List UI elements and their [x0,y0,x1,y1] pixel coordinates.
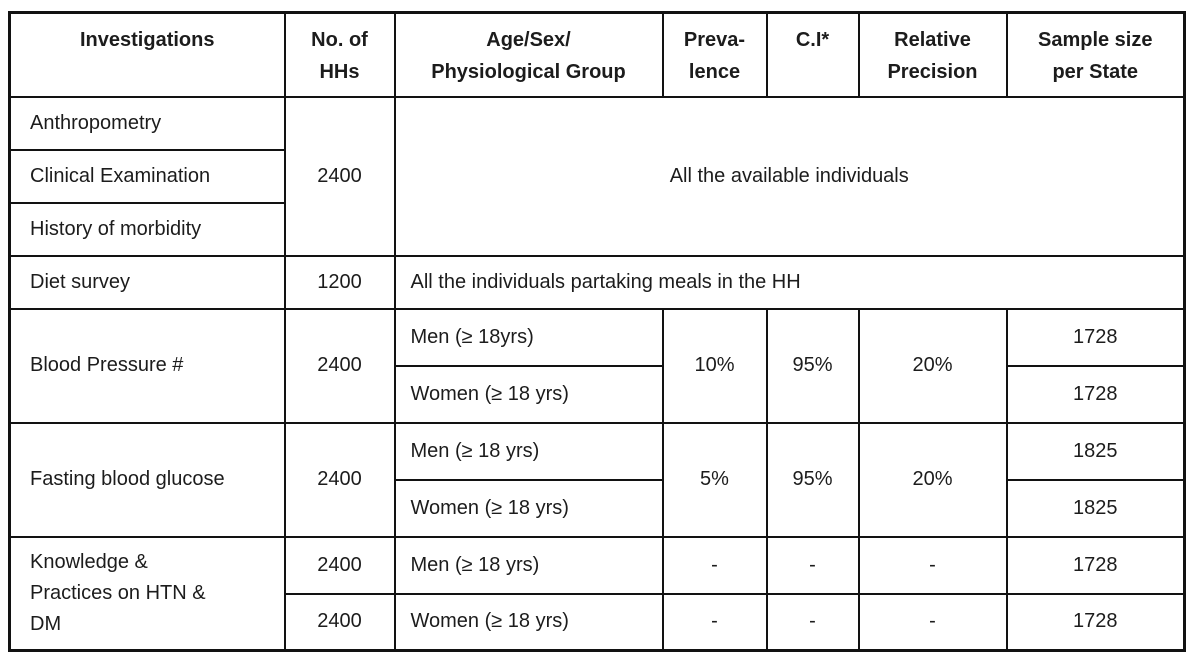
cell-fasting-glucose-sample-women: 1825 [1005,478,1186,538]
table-row: Diet survey 1200 All the individuals par… [8,254,1186,310]
cell-knowledge-practices-women: Women (≥ 18 yrs) [393,592,664,652]
cell-blood-pressure-ci: 95% [765,307,860,424]
header-age-sex-group: Age/Sex/ Physiological Group [393,11,664,98]
cell-blood-pressure-hhs: 2400 [283,307,396,424]
header-ci: C.I* [765,11,860,98]
cell-knowledge-practices-label: Knowledge & Practices on HTN & DM [8,535,286,652]
header-prevalence: Preva- lence [661,11,768,98]
table-row: Clinical Examination [8,148,1185,204]
cell-diet-note: All the individuals partaking meals in t… [393,254,1186,310]
cell-fasting-glucose-relative-precision: 20% [857,421,1008,538]
header-no-of-hhs: No. of HHs [283,11,396,98]
cell-knowledge-practices-prevalence-women: - [661,592,768,652]
survey-sampling-table: Investigations No. of HHs Age/Sex/ Physi… [8,11,1186,652]
survey-sampling-table-container: Investigations No. of HHs Age/Sex/ Physi… [8,11,1186,652]
cell-blood-pressure-sample-men: 1728 [1005,307,1186,367]
cell-fasting-glucose-label: Fasting blood glucose [8,421,286,538]
cell-fasting-glucose-hhs: 2400 [283,421,396,538]
cell-knowledge-practices-men: Men (≥ 18 yrs) [393,535,664,595]
cell-fasting-glucose-prevalence: 5% [661,421,768,538]
cell-knowledge-practices-hhs-women: 2400 [283,592,396,652]
cell-knowledge-practices-relative-precision-women: - [857,592,1008,652]
cell-blood-pressure-sample-women: 1728 [1005,364,1186,424]
cell-screening-hhs: 2400 [283,95,396,257]
table-row: History of morbidity [8,201,1185,257]
table-row: Knowledge & Practices on HTN & DM 2400 M… [8,535,1186,652]
table-row: Blood Pressure # 2400 Men (≥ 18yrs) 10% … [8,307,1186,424]
cell-anthropometry: Anthropometry [8,95,286,151]
cell-knowledge-practices-hhs-men: 2400 [283,535,396,595]
cell-knowledge-practices-prevalence-men: - [661,535,768,595]
cell-knowledge-practices-relative-precision-men: - [857,535,1008,595]
cell-knowledge-practices-ci-women: - [765,592,860,652]
cell-blood-pressure-relative-precision: 20% [857,307,1008,424]
cell-blood-pressure-prevalence: 10% [661,307,768,424]
cell-knowledge-practices-sample-men: 1728 [1005,535,1186,595]
header-relative-precision: Relative Precision [857,11,1008,98]
cell-diet-survey: Diet survey [8,254,286,310]
cell-fasting-glucose-men: Men (≥ 18 yrs) [393,421,664,481]
cell-knowledge-practices-sample-women: 1728 [1005,592,1186,652]
header-sample-size: Sample size per State [1005,11,1186,98]
cell-clinical-examination: Clinical Examination [8,148,286,204]
table-row: Women (≥ 18 yrs) 1825 [10,478,1186,538]
cell-blood-pressure-women: Women (≥ 18 yrs) [393,364,664,424]
cell-history-of-morbidity: History of morbidity [8,201,286,257]
table-row: Women (≥ 18 yrs) 1728 [10,364,1186,424]
table-row: 2400 Women (≥ 18 yrs) - - - 1728 [10,592,1186,652]
cell-fasting-glucose-ci: 95% [765,421,860,538]
header-investigations: Investigations [8,11,286,98]
table-row: Fasting blood glucose 2400 Men (≥ 18 yrs… [8,421,1186,538]
table-header-row: Investigations No. of HHs Age/Sex/ Physi… [8,11,1186,98]
cell-fasting-glucose-sample-men: 1825 [1005,421,1186,481]
cell-knowledge-practices-ci-men: - [765,535,860,595]
cell-blood-pressure-men: Men (≥ 18yrs) [393,307,664,367]
cell-fasting-glucose-women: Women (≥ 18 yrs) [393,478,664,538]
cell-screening-note: All the available individuals [393,95,1186,257]
table-row: Anthropometry 2400 All the available ind… [8,95,1186,257]
cell-blood-pressure-label: Blood Pressure # [8,307,286,424]
cell-diet-hhs: 1200 [283,254,396,310]
